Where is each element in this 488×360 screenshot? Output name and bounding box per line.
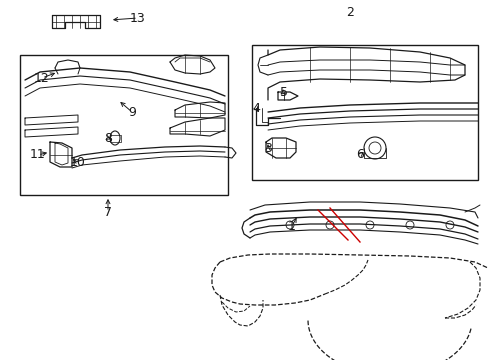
Text: 13: 13: [130, 12, 145, 24]
Text: 10: 10: [70, 156, 86, 168]
Text: 9: 9: [128, 105, 136, 118]
Text: 1: 1: [287, 220, 295, 233]
Bar: [20, 55, 227, 195]
Text: 3: 3: [264, 141, 271, 154]
Text: 6: 6: [355, 148, 363, 162]
Text: 11: 11: [30, 148, 46, 162]
Text: 8: 8: [104, 131, 112, 144]
Text: 4: 4: [251, 102, 260, 114]
Bar: [251, 45, 477, 180]
Text: 2: 2: [346, 5, 353, 18]
Text: 12: 12: [34, 72, 50, 85]
Text: 7: 7: [104, 206, 112, 219]
Text: 5: 5: [280, 85, 287, 99]
